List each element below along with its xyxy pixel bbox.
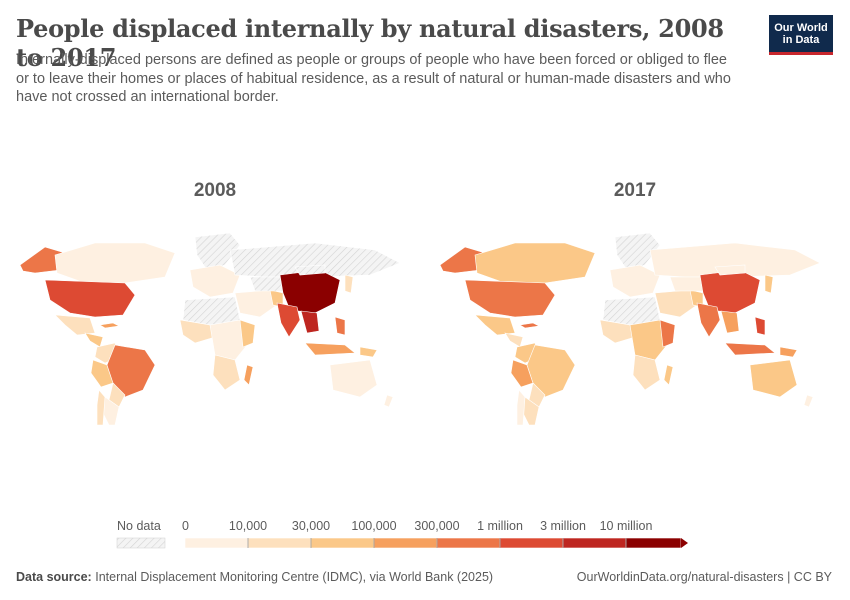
canada[interactable] — [474, 242, 596, 284]
chart-title: People displaced internally by natural d… — [16, 14, 724, 72]
legend-label-5: 1 million — [477, 519, 523, 533]
cuba[interactable] — [99, 322, 120, 329]
legend-bin-4 — [436, 537, 501, 549]
russia[interactable] — [649, 242, 821, 278]
greenland[interactable] — [614, 232, 661, 271]
greenland[interactable] — [194, 232, 241, 271]
indonesia[interactable] — [724, 342, 776, 356]
west-africa[interactable] — [179, 319, 216, 344]
legend-bin-1 — [247, 537, 312, 549]
japan[interactable] — [344, 274, 354, 294]
legend-label-1: 10,000 — [228, 519, 268, 533]
philippines[interactable] — [754, 316, 766, 336]
legend-label-4: 300,000 — [414, 519, 460, 533]
southern-africa[interactable] — [212, 354, 241, 391]
madagascar[interactable] — [243, 364, 254, 386]
japan[interactable] — [764, 274, 774, 294]
legend-arrow-tip — [681, 538, 688, 548]
australia[interactable] — [329, 359, 378, 398]
legend-bin-6 — [562, 537, 627, 549]
mexico[interactable] — [474, 314, 516, 336]
central-asia[interactable] — [249, 276, 286, 292]
chart-subtitle: Internally-displaced persons are defined… — [16, 52, 731, 105]
legend-bin-5 — [499, 537, 564, 549]
brazil[interactable] — [526, 344, 576, 398]
legend-no-data-swatch — [116, 537, 166, 549]
indonesia[interactable] — [304, 342, 356, 356]
legend-label-2: 30,000 — [291, 519, 331, 533]
central-africa[interactable] — [629, 319, 668, 361]
east-africa[interactable] — [659, 319, 676, 348]
legend-no-data-label: No data — [117, 519, 161, 533]
southeast-asia[interactable] — [720, 310, 740, 334]
legend-bin-2 — [310, 537, 375, 549]
papua-new-guinea[interactable] — [359, 346, 378, 358]
logo-line-2: in Data — [782, 33, 820, 46]
legend-bin-0 — [184, 537, 249, 549]
legend-label-3: 100,000 — [351, 519, 397, 533]
central-america[interactable] — [504, 332, 524, 348]
madagascar[interactable] — [663, 364, 674, 386]
new-zealand[interactable] — [803, 394, 814, 408]
legend-swatches — [116, 537, 688, 549]
mongolia[interactable] — [294, 264, 326, 276]
legend-bins — [184, 537, 688, 549]
legend-label-0: 0 — [182, 519, 189, 533]
australia[interactable] — [749, 359, 798, 398]
usa[interactable] — [464, 279, 556, 318]
mongolia[interactable] — [714, 264, 746, 276]
southeast-asia[interactable] — [300, 310, 320, 334]
legend-label-7: 10 million — [599, 519, 653, 533]
india[interactable] — [276, 302, 301, 338]
data-source-label: Data source: — [16, 570, 92, 584]
europe[interactable] — [609, 264, 661, 298]
central-america[interactable] — [84, 332, 104, 348]
brazil[interactable] — [106, 344, 156, 398]
world-map-2008 — [19, 232, 401, 425]
canada[interactable] — [54, 242, 176, 284]
legend-label-6: 3 million — [540, 519, 586, 533]
data-source: Data source: Internal Displacement Monit… — [16, 570, 493, 584]
central-asia[interactable] — [669, 276, 706, 292]
east-africa[interactable] — [239, 319, 256, 348]
north-africa[interactable] — [182, 296, 241, 326]
west-africa[interactable] — [599, 319, 636, 344]
new-zealand[interactable] — [383, 394, 394, 408]
north-africa[interactable] — [602, 296, 661, 326]
russia[interactable] — [229, 242, 401, 278]
cuba[interactable] — [519, 322, 540, 329]
india[interactable] — [696, 302, 721, 338]
southern-africa[interactable] — [632, 354, 661, 391]
philippines[interactable] — [334, 316, 346, 336]
central-africa[interactable] — [209, 319, 248, 361]
owid-logo[interactable]: Our World in Data — [769, 15, 833, 55]
color-legend: No data 0 10,000 30,000 100,000 300,000 1 mil… — [0, 515, 850, 555]
mexico[interactable] — [54, 314, 96, 336]
map-year-2017: 2017 — [613, 180, 657, 201]
legend-bin-7 — [625, 537, 682, 549]
usa[interactable] — [44, 279, 136, 318]
world-map-2017 — [439, 232, 821, 425]
logo-line-1: Our World — [774, 21, 828, 34]
footer-url[interactable]: OurWorldinData.org/natural-disasters | C… — [576, 570, 832, 584]
chile[interactable] — [516, 389, 526, 425]
papua-new-guinea[interactable] — [779, 346, 798, 358]
legend-bin-3 — [373, 537, 438, 549]
map-year-2008: 2008 — [193, 180, 237, 201]
europe[interactable] — [189, 264, 241, 298]
chile[interactable] — [96, 389, 106, 425]
data-source-text: Internal Displacement Monitoring Centre … — [95, 570, 494, 584]
